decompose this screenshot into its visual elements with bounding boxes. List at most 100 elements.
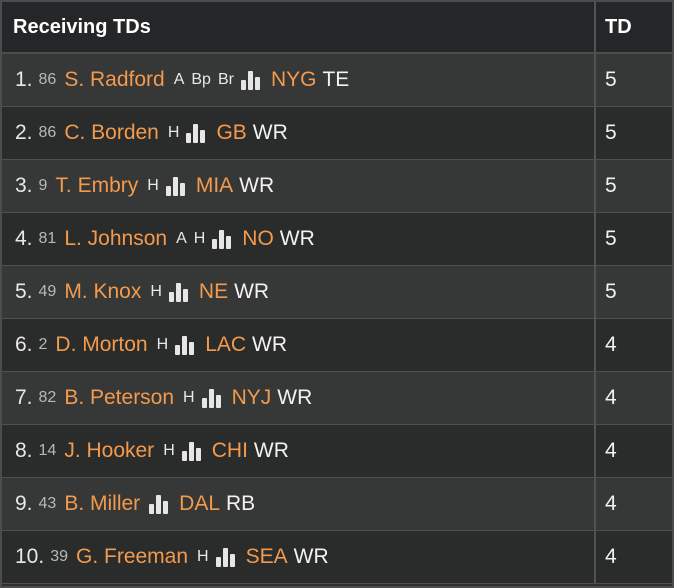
team-link[interactable]: NE: [198, 280, 229, 303]
table-row: 2. 86 C. Borden H GB WR 5: [2, 107, 672, 160]
table-row: 3. 9 T. Embry H MIA WR 5: [2, 160, 672, 213]
td-value: 4: [605, 492, 617, 515]
jersey-number: 2: [38, 336, 48, 353]
jersey-number: 82: [38, 389, 57, 406]
player-badge: H: [156, 336, 169, 353]
td-value: 5: [605, 68, 617, 91]
header-title: Receiving TDs: [2, 2, 596, 52]
player-cell: 5. 49 M. Knox H NE WR: [2, 266, 596, 318]
team-link[interactable]: CHI: [211, 439, 248, 462]
position-label: WR: [252, 121, 288, 144]
jersey-number: 86: [38, 71, 57, 88]
player-badge: H: [147, 177, 159, 194]
bar-chart-icon[interactable]: [175, 335, 195, 355]
team-link[interactable]: NYG: [270, 68, 317, 91]
td-value: 4: [605, 545, 617, 568]
player-name-link[interactable]: D. Morton: [55, 333, 148, 356]
rank-number: 6.: [15, 333, 33, 356]
td-cell: 5: [596, 213, 672, 265]
player-name-link[interactable]: L. Johnson: [64, 227, 168, 250]
td-value: 5: [605, 227, 617, 250]
bar-chart-icon[interactable]: [186, 123, 206, 143]
position-label: WR: [252, 333, 288, 356]
team-link[interactable]: GB: [216, 121, 247, 144]
td-value: 4: [605, 333, 617, 356]
td-cell: 4: [596, 478, 672, 530]
player-cell: 9. 43 B. Miller DAL RB: [2, 478, 596, 530]
player-name-link[interactable]: M. Knox: [64, 280, 142, 303]
player-name-link[interactable]: J. Hooker: [64, 439, 155, 462]
td-value: 4: [605, 386, 617, 409]
bar-chart-icon[interactable]: [165, 176, 185, 196]
td-cell: 5: [596, 107, 672, 159]
player-badge: H: [197, 548, 209, 565]
table-row: 4. 81 L. Johnson A H NO WR 5: [2, 213, 672, 266]
rank-number: 7.: [15, 386, 33, 409]
td-cell: 5: [596, 160, 672, 212]
player-cell: 6. 2 D. Morton H LAC WR: [2, 319, 596, 371]
team-link[interactable]: NO: [242, 227, 274, 250]
jersey-number: 49: [38, 283, 57, 300]
player-badge: H: [163, 442, 175, 459]
player-badge: H: [150, 283, 162, 300]
td-value: 4: [605, 439, 617, 462]
player-name-link[interactable]: T. Embry: [55, 174, 139, 197]
team-link[interactable]: MIA: [195, 174, 234, 197]
rank-number: 1.: [15, 68, 33, 91]
player-name-link[interactable]: C. Borden: [64, 121, 159, 144]
player-badge: H: [193, 230, 206, 247]
td-value: 5: [605, 174, 617, 197]
jersey-number: 43: [38, 495, 57, 512]
position-label: WR: [234, 280, 270, 303]
player-badge: Br: [217, 71, 234, 88]
team-link[interactable]: DAL: [179, 492, 221, 515]
rank-number: 5.: [15, 280, 33, 303]
position-label: WR: [277, 386, 313, 409]
bar-chart-icon[interactable]: [181, 441, 201, 461]
player-cell: 2. 86 C. Borden H GB WR: [2, 107, 596, 159]
bar-chart-icon[interactable]: [149, 494, 169, 514]
bar-chart-icon[interactable]: [240, 70, 260, 90]
player-badge: H: [167, 124, 180, 141]
td-cell: 4: [596, 425, 672, 477]
td-cell: 4: [596, 372, 672, 424]
team-link[interactable]: NYJ: [231, 386, 272, 409]
bar-chart-icon[interactable]: [215, 547, 235, 567]
rank-number: 2.: [15, 121, 33, 144]
jersey-number: 9: [38, 177, 48, 194]
player-cell: 8. 14 J. Hooker H CHI WR: [2, 425, 596, 477]
rank-number: 10.: [15, 545, 45, 568]
player-cell: 7. 82 B. Peterson H NYJ WR: [2, 372, 596, 424]
player-name-link[interactable]: G. Freeman: [76, 545, 189, 568]
player-badge: A: [173, 71, 185, 88]
position-label: WR: [293, 545, 329, 568]
jersey-number: 14: [38, 442, 57, 459]
table-row: 7. 82 B. Peterson H NYJ WR 4: [2, 372, 672, 425]
player-name-link[interactable]: S. Radford: [64, 68, 165, 91]
team-link[interactable]: LAC: [205, 333, 247, 356]
player-badge: H: [183, 389, 195, 406]
player-cell: 1. 86 S. Radford A Bp Br NYG TE: [2, 54, 596, 106]
rank-number: 3.: [15, 174, 33, 197]
bar-chart-icon[interactable]: [201, 388, 221, 408]
table-row: 8. 14 J. Hooker H CHI WR 4: [2, 425, 672, 478]
position-label: WR: [239, 174, 275, 197]
td-value: 5: [605, 121, 617, 144]
team-link[interactable]: SEA: [245, 545, 288, 568]
player-name-link[interactable]: B. Peterson: [64, 386, 175, 409]
rank-number: 9.: [15, 492, 33, 515]
bar-chart-icon[interactable]: [212, 229, 232, 249]
rank-number: 8.: [15, 439, 33, 462]
player-cell: 10. 39 G. Freeman H SEA WR: [2, 531, 596, 583]
table-row: 10. 39 G. Freeman H SEA WR 4: [2, 531, 672, 584]
rank-number: 4.: [15, 227, 33, 250]
bar-chart-icon[interactable]: [168, 282, 188, 302]
position-label: TE: [322, 68, 350, 91]
header-td-label[interactable]: TD: [605, 15, 632, 38]
td-cell: 4: [596, 531, 672, 583]
td-value: 5: [605, 280, 617, 303]
td-cell: 4: [596, 319, 672, 371]
player-badge: Bp: [191, 71, 211, 88]
player-name-link[interactable]: B. Miller: [64, 492, 141, 515]
